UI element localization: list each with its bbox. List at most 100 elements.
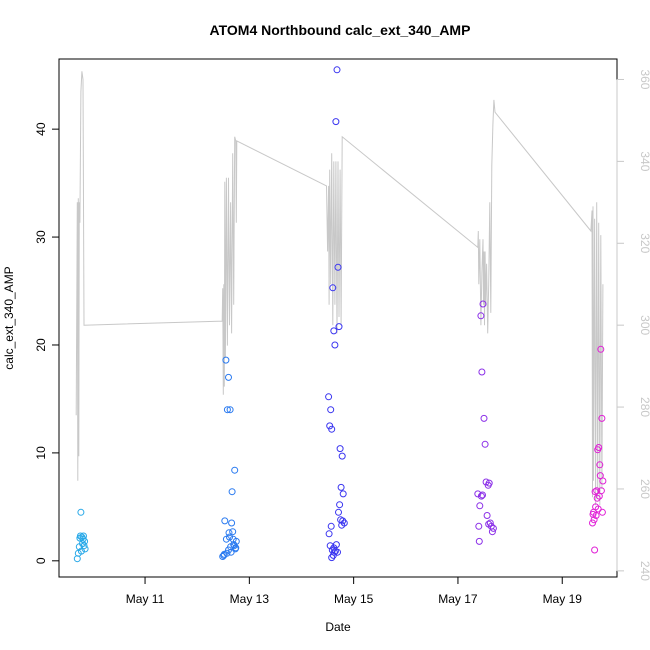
y2-tick-label: 300 xyxy=(638,315,650,335)
data-point xyxy=(478,368,486,376)
chart-title: ATOM4 Northbound calc_ext_340_AMP xyxy=(210,22,471,38)
data-point xyxy=(477,312,485,320)
data-point xyxy=(591,546,599,554)
data-point xyxy=(596,461,604,469)
data-point xyxy=(336,445,344,453)
data-point xyxy=(221,517,229,525)
y-axis-label: calc_ext_340_AMP xyxy=(2,266,16,369)
data-point xyxy=(483,512,491,519)
x-tick-label: May 19 xyxy=(543,592,583,606)
data-point xyxy=(330,544,338,552)
data-point xyxy=(77,508,85,516)
y2-tick-label: 240 xyxy=(638,561,650,581)
data-point xyxy=(225,546,232,554)
data-point xyxy=(594,505,602,513)
data-point xyxy=(481,440,489,448)
data-point xyxy=(591,488,599,496)
data-point xyxy=(599,477,607,485)
y2-tick-label: 280 xyxy=(638,397,650,417)
data-point xyxy=(335,508,342,516)
data-point xyxy=(327,406,335,414)
y-tick-label: 20 xyxy=(34,338,48,352)
data-point xyxy=(595,444,603,451)
data-point xyxy=(77,547,85,555)
y-tick-label: 30 xyxy=(34,230,48,244)
y2-tick-label: 340 xyxy=(638,151,650,171)
data-point xyxy=(333,66,341,74)
data-point xyxy=(338,452,346,460)
data-point xyxy=(339,490,347,498)
data-point xyxy=(220,550,228,558)
data-point xyxy=(226,533,233,541)
data-point xyxy=(598,508,606,516)
y2-axis: 240 260 280 300 320 340 360 xyxy=(616,69,650,581)
y-tick-label: 10 xyxy=(34,446,48,460)
data-point xyxy=(477,492,485,500)
data-point xyxy=(222,356,230,364)
data-point xyxy=(81,545,89,553)
data-point xyxy=(327,522,335,530)
data-point xyxy=(592,512,600,519)
data-point xyxy=(229,535,237,543)
y-tick-label: 0 xyxy=(34,557,48,564)
data-point xyxy=(329,284,337,292)
data-point xyxy=(596,472,604,480)
data-point xyxy=(328,425,336,433)
data-point xyxy=(226,406,234,414)
data-point xyxy=(479,491,486,499)
plot-frame xyxy=(58,58,618,578)
data-point xyxy=(335,323,343,331)
data-point xyxy=(486,519,494,527)
data-point xyxy=(336,501,344,509)
y2-tick-label: 260 xyxy=(638,479,650,499)
data-point xyxy=(488,528,496,536)
data-point xyxy=(479,300,487,308)
data-point xyxy=(325,393,333,401)
data-point xyxy=(475,537,483,545)
data-point xyxy=(231,466,239,474)
data-point xyxy=(589,510,597,518)
y2-tick-label: 360 xyxy=(638,69,650,89)
data-point xyxy=(225,373,232,381)
data-point xyxy=(223,406,231,414)
data-point xyxy=(334,263,342,271)
data-point xyxy=(597,345,605,353)
x-tick-label: May 15 xyxy=(334,592,374,606)
y-axis: 0 10 20 30 40 xyxy=(34,122,60,564)
data-point xyxy=(339,517,347,525)
data-point xyxy=(229,528,237,536)
data-point xyxy=(81,537,89,545)
data-point xyxy=(230,542,238,550)
x-tick-label: May 13 xyxy=(230,592,270,606)
data-point xyxy=(325,530,333,538)
x-axis: May 11 May 13 May 15 May 17 May 19 xyxy=(126,576,583,606)
data-point xyxy=(489,524,497,532)
x-tick-label: May 17 xyxy=(438,592,478,606)
scatter-points xyxy=(73,66,607,563)
data-point xyxy=(80,542,88,550)
x-axis-label: Date xyxy=(325,620,351,634)
data-point xyxy=(485,520,493,528)
data-point xyxy=(331,341,339,349)
data-point xyxy=(474,490,482,498)
data-point xyxy=(485,479,493,487)
data-point xyxy=(228,519,236,527)
data-point xyxy=(593,494,601,502)
data-point xyxy=(480,414,488,422)
y-tick-label: 40 xyxy=(34,122,48,136)
trace-line xyxy=(75,71,604,506)
data-point xyxy=(476,502,484,510)
right-axis-trace xyxy=(75,71,604,506)
data-point xyxy=(332,118,340,126)
data-point xyxy=(598,414,606,422)
data-point xyxy=(225,529,233,537)
data-point xyxy=(475,522,483,530)
data-point xyxy=(334,548,341,556)
data-point xyxy=(337,483,345,491)
data-point xyxy=(330,327,338,335)
data-point xyxy=(593,487,601,495)
data-point xyxy=(330,548,338,556)
data-point xyxy=(328,554,336,562)
y2-tick-label: 320 xyxy=(638,233,650,253)
